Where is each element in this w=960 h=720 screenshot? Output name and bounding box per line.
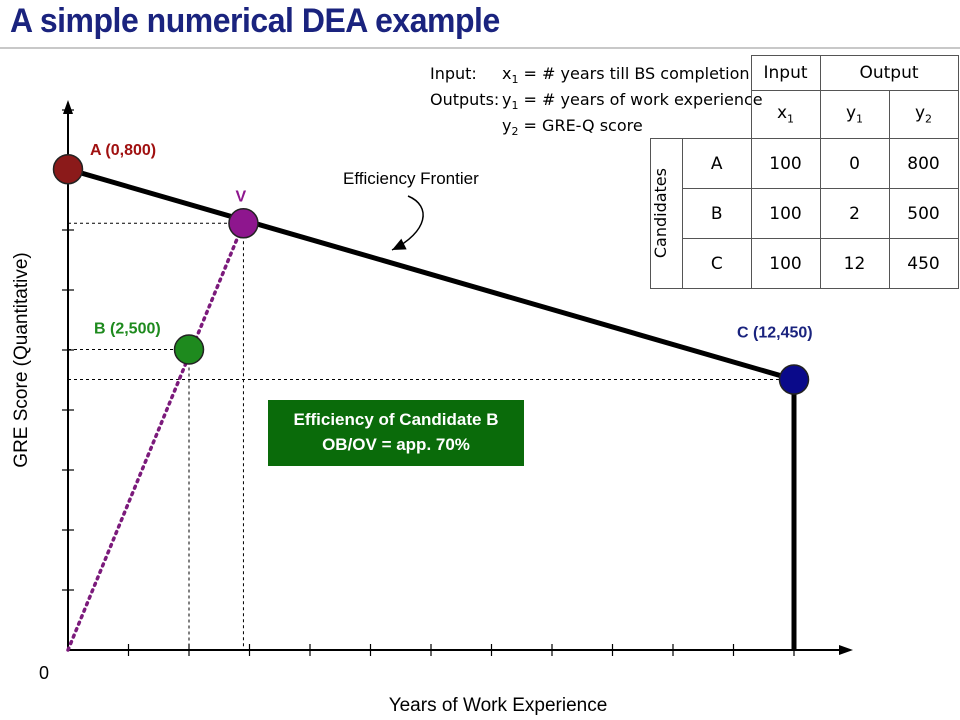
table-header-input: Input [750, 55, 821, 91]
legend-y2-body: y2 = GRE-Q score [502, 116, 643, 139]
axis-ticks [62, 109, 795, 656]
legend-input-body: x1 = # years till BS completion [502, 64, 750, 87]
y-axis-arrow [63, 100, 73, 114]
point-v [228, 208, 259, 239]
point-label-b: B (2,500) [94, 321, 161, 338]
frontier-callout-arrow [391, 195, 424, 251]
table-row: C 100 12 450 [651, 238, 959, 289]
table-row: B 100 2 500 [651, 188, 959, 239]
point-c [778, 364, 810, 395]
table-cell: 450 [888, 238, 959, 289]
efficiency-line-2: OB/OV = app. 70% [322, 435, 470, 454]
point-a [52, 153, 84, 185]
point-b [173, 334, 205, 365]
table-cell: 100 [750, 238, 821, 289]
table-col-y2: y2 [888, 90, 959, 139]
point-label-c: C (12,450) [737, 325, 813, 342]
ray-origin-to-v [66, 221, 246, 652]
table-row-group: Candidates [650, 138, 683, 289]
efficiency-frontier-line [67, 166, 795, 382]
candidate-data-table: Input Output x1 y1 y2 Candidates A 100 0… [650, 55, 959, 289]
point-label-a: A (0,800) [90, 142, 156, 159]
frontier-label: Efficiency Frontier [343, 169, 479, 188]
table-col-y1: y1 [819, 90, 890, 139]
y-axis-label: GRE Score (Quantitative) [11, 252, 32, 467]
x-axis-label: Years of Work Experience [389, 695, 608, 716]
efficiency-line-1: Efficiency of Candidate B [293, 410, 499, 429]
table-cell: 12 [819, 238, 890, 289]
point-label-v: V [235, 188, 246, 205]
table-cell: 100 [750, 188, 821, 239]
table-cell-name: C [682, 238, 752, 289]
title-divider [0, 47, 960, 49]
origin-label: 0 [39, 663, 49, 683]
x-axis-arrow [839, 645, 853, 655]
efficiency-annotation: Efficiency of Candidate B OB/OV = app. 7… [268, 400, 524, 466]
table-cell: 500 [888, 188, 959, 239]
table-cell: 2 [819, 188, 890, 239]
guide-lines [68, 222, 794, 650]
data-points: A (0,800) B (2,500) C (12,450) V [52, 142, 813, 395]
table-cell: 0 [819, 138, 890, 189]
legend-outputs-head: Outputs: [430, 90, 500, 109]
legend-input-head: Input: [430, 64, 477, 83]
table-header-output: Output [819, 55, 959, 91]
page-title: A simple numerical DEA example [10, 2, 500, 40]
legend-y1-body: y1 = # years of work experience [502, 90, 763, 113]
table-cell-name: B [682, 188, 752, 239]
